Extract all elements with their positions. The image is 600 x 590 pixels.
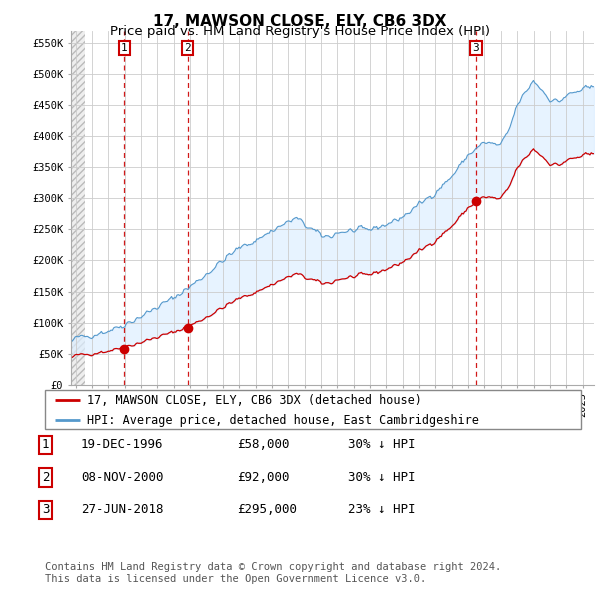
Text: 2: 2 (184, 43, 191, 53)
Text: 19-DEC-1996: 19-DEC-1996 (81, 438, 163, 451)
FancyBboxPatch shape (45, 390, 581, 429)
Text: £92,000: £92,000 (237, 471, 290, 484)
Text: 2: 2 (42, 471, 49, 484)
Text: 1: 1 (42, 438, 49, 451)
Text: £58,000: £58,000 (237, 438, 290, 451)
Text: 3: 3 (42, 503, 49, 516)
Text: 27-JUN-2018: 27-JUN-2018 (81, 503, 163, 516)
Text: 17, MAWSON CLOSE, ELY, CB6 3DX (detached house): 17, MAWSON CLOSE, ELY, CB6 3DX (detached… (87, 394, 422, 407)
Text: £295,000: £295,000 (237, 503, 297, 516)
Text: 17, MAWSON CLOSE, ELY, CB6 3DX: 17, MAWSON CLOSE, ELY, CB6 3DX (153, 14, 447, 28)
Text: HPI: Average price, detached house, East Cambridgeshire: HPI: Average price, detached house, East… (87, 414, 479, 427)
Text: 30% ↓ HPI: 30% ↓ HPI (348, 438, 415, 451)
Text: 3: 3 (473, 43, 479, 53)
Text: 08-NOV-2000: 08-NOV-2000 (81, 471, 163, 484)
Bar (71, 31, 85, 385)
Text: 23% ↓ HPI: 23% ↓ HPI (348, 503, 415, 516)
Text: Contains HM Land Registry data © Crown copyright and database right 2024.
This d: Contains HM Land Registry data © Crown c… (45, 562, 501, 584)
Bar (71, 31, 85, 385)
Text: Price paid vs. HM Land Registry's House Price Index (HPI): Price paid vs. HM Land Registry's House … (110, 25, 490, 38)
Text: 30% ↓ HPI: 30% ↓ HPI (348, 471, 415, 484)
Text: 1: 1 (121, 43, 128, 53)
